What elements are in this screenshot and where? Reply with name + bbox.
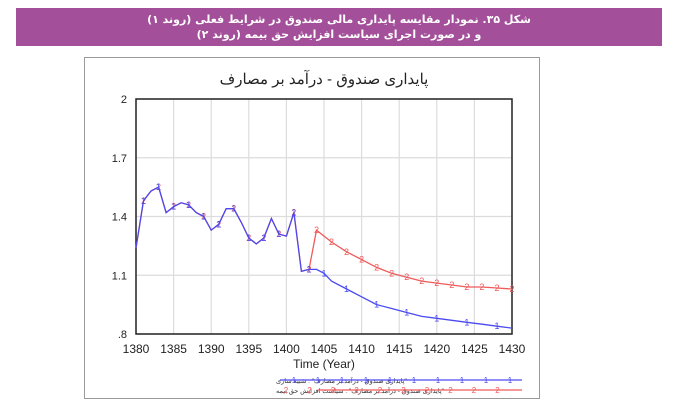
legend-marker-2: 2 bbox=[331, 386, 336, 395]
series-marker-2: 2 bbox=[464, 282, 469, 292]
y-tick-label: 2 bbox=[121, 94, 127, 106]
series-marker-1: 1 bbox=[186, 200, 191, 210]
legend-marker-2: 2 bbox=[354, 386, 359, 395]
legend-marker-1: 1 bbox=[436, 376, 441, 385]
chart-title: پایداری صندوق - درآمد بر مصارف bbox=[220, 70, 429, 88]
legend-marker-1: 1 bbox=[460, 376, 465, 385]
legend-marker-1: 1 bbox=[292, 376, 297, 385]
series-marker-2: 2 bbox=[494, 283, 499, 293]
x-axis-ticks: 1380 1385 1390 1395 1400 1405 1410 1415 1420 1425… bbox=[123, 342, 526, 356]
x-tick-label: 1430 bbox=[499, 342, 526, 356]
series-marker-2: 2 bbox=[329, 237, 334, 247]
series-marker-2: 2 bbox=[479, 282, 484, 292]
legend: "پایداری صندوق - درآمد بر مصارف" : شبیه … bbox=[276, 375, 522, 395]
legend-marker-1: 1 bbox=[364, 376, 369, 385]
x-axis-label: Time (Year) bbox=[293, 357, 355, 371]
caption-line-1: شکل ۳۵. نمودار مقایسه پایداری مالی صندوق… bbox=[147, 13, 531, 26]
x-tick-label: 1390 bbox=[198, 342, 225, 356]
series-marker-1: 1 bbox=[216, 219, 221, 229]
series-marker-1: 1 bbox=[404, 307, 409, 317]
series-marker-1: 1 bbox=[374, 300, 379, 310]
legend-marker-2: 2 bbox=[284, 386, 289, 395]
series-marker-2: 2 bbox=[449, 280, 454, 290]
y-tick-label: 1.7 bbox=[112, 153, 127, 165]
legend-marker-1: 1 bbox=[412, 376, 417, 385]
series-marker-1: 1 bbox=[231, 204, 236, 214]
x-tick-label: 1380 bbox=[123, 342, 150, 356]
legend-marker-2: 2 bbox=[425, 386, 430, 395]
legend-marker-1: 1 bbox=[340, 376, 345, 385]
x-tick-label: 1385 bbox=[160, 342, 187, 356]
series-marker-1: 1 bbox=[171, 202, 176, 212]
legend-marker-2: 2 bbox=[472, 386, 477, 395]
series-marker-2: 2 bbox=[404, 272, 409, 282]
y-tick-label: .8 bbox=[118, 329, 127, 341]
series-marker-1: 1 bbox=[201, 212, 206, 222]
x-tick-label: 1425 bbox=[461, 342, 488, 356]
series-marker-2: 2 bbox=[314, 225, 319, 235]
x-tick-label: 1405 bbox=[311, 342, 338, 356]
series-marker-2: 2 bbox=[389, 268, 394, 278]
series-marker-2: 2 bbox=[359, 255, 364, 265]
legend-marker-2: 2 bbox=[495, 386, 500, 395]
legend-marker-2: 2 bbox=[378, 386, 383, 395]
series-line-1 bbox=[135, 186, 513, 329]
series-marker-2: 2 bbox=[509, 284, 514, 294]
series-marker-1: 1 bbox=[434, 313, 439, 323]
series-marker-1: 1 bbox=[344, 284, 349, 294]
legend-marker-2: 2 bbox=[307, 386, 312, 395]
legend-marker-2: 2 bbox=[448, 386, 453, 395]
y-axis-ticks: 2 1.7 1.4 1.1 .8 bbox=[112, 94, 127, 341]
series-marker-1: 1 bbox=[246, 233, 251, 243]
caption-line-2: و در صورت اجرای سیاست افزایش حق بیمه (رو… bbox=[196, 28, 482, 41]
x-tick-label: 1420 bbox=[423, 342, 450, 356]
chart-frame bbox=[84, 57, 540, 399]
x-tick-label: 1410 bbox=[348, 342, 375, 356]
x-tick-label: 1395 bbox=[235, 342, 262, 356]
legend-marker-1: 1 bbox=[316, 376, 321, 385]
series-marker-1: 1 bbox=[261, 233, 266, 243]
x-tick-label: 1400 bbox=[273, 342, 300, 356]
y-tick-label: 1.1 bbox=[112, 270, 127, 282]
grid-lines bbox=[135, 98, 513, 335]
series-marker-1: 1 bbox=[306, 264, 311, 274]
series-marker-1: 1 bbox=[494, 321, 499, 331]
series-marker-2: 2 bbox=[374, 262, 379, 272]
figure-caption: شکل ۳۵. نمودار مقایسه پایداری مالی صندوق… bbox=[16, 8, 662, 46]
series-marker-1: 1 bbox=[276, 229, 281, 239]
legend-marker-1: 1 bbox=[484, 376, 489, 385]
series-marker-1: 1 bbox=[156, 182, 161, 192]
series-marker-1: 1 bbox=[464, 317, 469, 327]
series-marker-2: 2 bbox=[419, 276, 424, 286]
series-marker-1: 1 bbox=[321, 268, 326, 278]
series-marker-2: 2 bbox=[434, 278, 439, 288]
legend-marker-1: 1 bbox=[508, 376, 513, 385]
legend-marker-2: 2 bbox=[401, 386, 406, 395]
legend-marker-1: 1 bbox=[388, 376, 393, 385]
series-marker-1: 1 bbox=[141, 196, 146, 206]
series-marker-2: 2 bbox=[344, 247, 349, 257]
x-tick-label: 1415 bbox=[386, 342, 413, 356]
plot-area-border bbox=[135, 98, 513, 335]
y-tick-label: 1.4 bbox=[112, 212, 127, 224]
series-marker-1: 1 bbox=[291, 208, 296, 218]
